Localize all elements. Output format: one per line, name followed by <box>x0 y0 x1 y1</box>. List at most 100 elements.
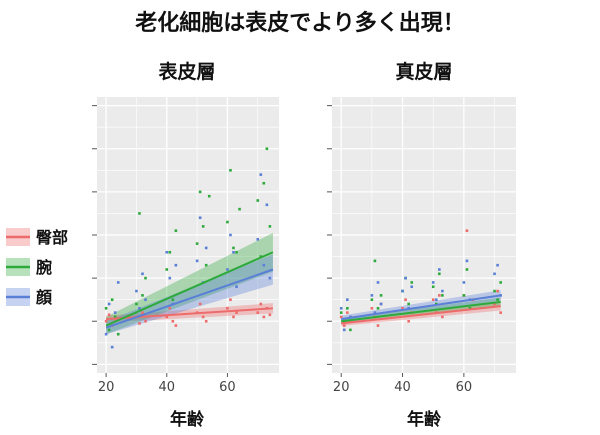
data-point-arm-upper <box>174 324 178 327</box>
data-point-forearm <box>135 302 138 306</box>
data-point-forearm <box>379 294 383 297</box>
panel-epidermis: 20 40 60 <box>92 97 279 395</box>
data-point-forearm <box>346 307 349 310</box>
data-point-arm-upper <box>262 315 266 319</box>
data-point-face <box>232 250 235 254</box>
data-point-forearm <box>499 281 502 284</box>
data-point-arm-upper <box>376 324 380 327</box>
data-point-forearm <box>113 315 117 319</box>
data-point-arm-upper <box>144 319 147 323</box>
data-point-face <box>116 281 120 284</box>
data-point-face <box>229 233 232 237</box>
data-point-face <box>259 173 263 176</box>
data-point-face <box>144 298 147 301</box>
data-point-arm-upper <box>141 311 144 314</box>
data-point-forearm <box>195 242 199 245</box>
data-point-face <box>462 281 466 284</box>
data-point-face <box>401 289 404 293</box>
data-point-arm-upper <box>404 298 407 301</box>
data-point-arm-upper <box>493 302 496 306</box>
data-point-arm-upper <box>204 319 208 323</box>
data-point-arm-upper <box>499 311 502 314</box>
data-point-forearm <box>104 307 108 310</box>
data-point-forearm <box>373 259 377 263</box>
data-point-arm-upper <box>342 324 346 327</box>
data-point-face <box>465 259 469 263</box>
data-point-forearm <box>107 328 111 332</box>
data-point-arm-upper <box>431 298 435 301</box>
data-point-forearm <box>262 181 266 185</box>
data-point-face <box>379 302 383 306</box>
data-point-arm-upper <box>226 307 229 310</box>
data-point-forearm <box>465 268 469 271</box>
panel-title-epidermis: 表皮層 <box>158 60 215 83</box>
data-point-arm-upper <box>346 311 349 314</box>
data-point-forearm <box>349 328 352 332</box>
data-point-arm-upper <box>235 311 238 314</box>
confidence-band-forearm <box>106 232 273 335</box>
data-point-face <box>265 203 269 207</box>
data-point-forearm <box>431 285 435 289</box>
data-point-forearm <box>238 207 241 211</box>
data-point-face <box>113 311 117 314</box>
confidence-band-face <box>106 254 273 335</box>
data-point-face <box>373 311 377 314</box>
data-point-face <box>262 263 266 267</box>
data-point-arm-upper <box>401 307 404 310</box>
data-point-forearm <box>204 263 208 267</box>
fit-line-forearm <box>341 300 501 323</box>
data-point-forearm <box>410 281 414 284</box>
data-point-forearm <box>141 294 144 297</box>
data-point-face <box>174 263 178 267</box>
data-point-arm-upper <box>370 307 374 310</box>
x-tick-label: 20 <box>333 380 350 395</box>
data-point-forearm <box>496 298 499 301</box>
data-point-arm-upper <box>496 289 499 293</box>
data-point-arm-upper <box>268 313 272 317</box>
data-point-face <box>346 298 349 301</box>
data-point-face <box>410 285 414 289</box>
data-point-face <box>499 294 502 297</box>
data-point-arm-upper <box>349 319 352 323</box>
data-point-forearm <box>376 307 380 310</box>
data-point-forearm <box>226 220 229 224</box>
data-point-face <box>370 294 374 297</box>
data-point-forearm <box>138 212 141 215</box>
data-point-arm-upper <box>438 294 441 297</box>
data-point-forearm <box>174 229 178 232</box>
data-point-arm-upper <box>259 302 263 306</box>
data-point-arm-upper <box>104 319 108 323</box>
data-point-face <box>104 332 108 336</box>
x-tick-label: 60 <box>456 380 473 395</box>
data-point-arm-upper <box>232 315 235 319</box>
data-point-arm-upper <box>171 319 175 323</box>
fit-line-face <box>341 294 501 321</box>
legend-label-arm-upper: 臀部 <box>36 228 68 247</box>
data-point-face <box>195 259 199 263</box>
data-point-arm-upper <box>201 315 205 319</box>
data-point-face <box>438 268 441 271</box>
data-point-forearm <box>441 294 444 297</box>
data-point-arm-upper <box>441 315 444 319</box>
data-point-face <box>107 302 111 306</box>
data-point-forearm <box>407 302 410 306</box>
legend-item-face: 顔 <box>6 288 53 307</box>
data-point-forearm <box>370 298 374 301</box>
data-point-face <box>141 272 144 276</box>
data-point-forearm <box>339 311 343 314</box>
legend-item-arm-upper: 臀部 <box>6 228 68 247</box>
data-point-face <box>110 345 114 349</box>
data-point-face <box>268 276 272 280</box>
legend-label-face: 顔 <box>35 288 53 307</box>
data-point-face <box>342 328 346 332</box>
data-point-face <box>235 285 238 289</box>
fit-line-face <box>105 268 274 329</box>
data-point-forearm <box>256 199 260 202</box>
data-point-arm-upper <box>407 319 410 323</box>
data-point-forearm <box>265 147 269 151</box>
data-point-forearm <box>493 289 496 293</box>
data-point-face <box>441 289 444 293</box>
data-point-arm-upper <box>198 302 202 306</box>
data-point-face <box>404 276 407 280</box>
